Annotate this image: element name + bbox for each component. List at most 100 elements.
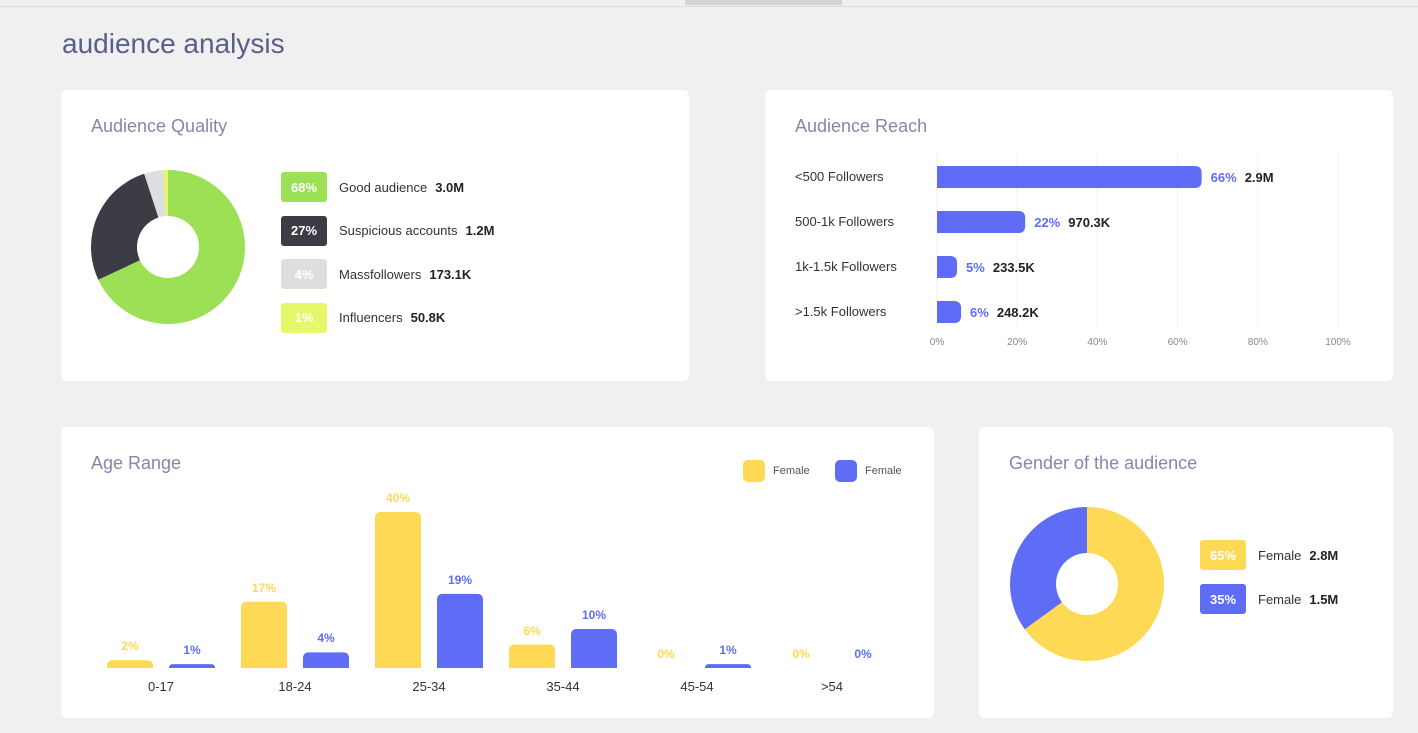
age-category-1824: 18-24 xyxy=(278,679,312,694)
reach-tick: 0% xyxy=(929,337,945,348)
reach-pct-gt1-5k: 6% xyxy=(970,305,989,320)
reach-category-1k-1-5k: 1k-1.5k Followers xyxy=(795,259,897,274)
gender-label-1: Female xyxy=(1258,591,1302,607)
age-bar-a-3[interactable] xyxy=(509,644,555,668)
reach-bar-1k-1-5k[interactable] xyxy=(937,256,958,278)
age-legend-series-a[interactable]: Female xyxy=(743,460,810,482)
gender-legend-item-0[interactable]: 65% Female 2.8M xyxy=(1200,540,1338,570)
quality-value-good-audience: 3.0M xyxy=(435,179,465,195)
quality-value-massfollowers: 173.1K xyxy=(429,266,472,282)
age-data-label-b-3: 10% xyxy=(581,608,607,622)
age-data-label-b-1: 4% xyxy=(317,631,335,646)
age-data-label-a-5: 0% xyxy=(792,647,810,661)
gender-value-0: 2.8M xyxy=(1309,547,1339,563)
quality-legend-massfollowers[interactable]: 4% Massfollowers 173.1K xyxy=(281,259,471,289)
age-data-label-a-1: 17% xyxy=(251,580,277,595)
gender-card: Gender of the audience 65% Female 2.8M 35% F… xyxy=(979,427,1393,718)
age-bar-b-1[interactable] xyxy=(303,652,349,668)
quality-badge-suspicious-accounts: 27% xyxy=(281,215,327,246)
quality-legend-influencers[interactable]: 1% Influencers 50.8K xyxy=(281,302,446,333)
gender-label-0: Female xyxy=(1258,547,1302,563)
age-data-label-a-3: 6% xyxy=(523,623,541,638)
gender-value-1: 1.5M xyxy=(1309,591,1339,607)
reach-data-label-lt500: 66% 2.9M xyxy=(1211,169,1274,187)
age-range-card: Age Range Female Female 0-17 2% 1% 18-24 17%… xyxy=(61,427,934,718)
quality-label-suspicious-accounts: Suspicious accounts xyxy=(339,223,458,238)
age-legend-label-b: Female xyxy=(865,465,902,477)
reach-tick: 60% xyxy=(1167,337,1188,348)
quality-legend-good-audience[interactable]: 68% Good audience 3.0M xyxy=(281,172,464,202)
top-tab-indicator xyxy=(685,0,842,5)
slice-female-a[interactable] xyxy=(1024,507,1164,661)
reach-data-label-500-1k: 22% 970.3K xyxy=(1034,214,1110,232)
reach-category-lt500: <500 Followers xyxy=(795,169,884,184)
age-bar-b-3[interactable] xyxy=(571,629,617,668)
gender-donut xyxy=(1010,507,1164,661)
age-data-label-a-2: 40% xyxy=(385,491,411,505)
age-legend-series-b[interactable]: Female xyxy=(835,460,902,482)
reach-bar-500-1k[interactable] xyxy=(937,211,1026,233)
age-data-label-b-4: 1% xyxy=(719,643,737,658)
gender-title: Gender of the audience xyxy=(1009,453,1198,473)
audience-quality-title: Audience Quality xyxy=(91,116,228,136)
age-data-label-a-0: 2% xyxy=(121,639,139,654)
age-range-title: Age Range xyxy=(91,453,182,473)
age-legend-label-a: Female xyxy=(773,465,810,477)
slice-female-b[interactable] xyxy=(1010,507,1087,630)
age-category-3544: 35-44 xyxy=(546,679,580,694)
reach-pct-500-1k: 22% xyxy=(1034,215,1061,230)
reach-value-500-1k: 970.3K xyxy=(1068,215,1111,230)
quality-label-influencers: Influencers xyxy=(339,310,403,325)
audience-reach-card: Audience Reach <500 Followers 66% 2.9M 500-… xyxy=(765,90,1393,381)
reach-bar-gt1-5k[interactable] xyxy=(937,301,962,323)
quality-value-suspicious-accounts: 1.2M xyxy=(465,223,495,238)
age-data-label-b-5: 0% xyxy=(854,647,872,661)
gender-badge-0: 65% xyxy=(1200,540,1246,570)
quality-legend-suspicious-accounts[interactable]: 27% Suspicious accounts 1.2M xyxy=(281,215,495,246)
audience-quality-donut xyxy=(90,170,246,324)
reach-tick: 100% xyxy=(1325,337,1351,348)
reach-tick: 40% xyxy=(1087,337,1108,348)
reach-data-label-1k-1-5k: 5% 233.5K xyxy=(966,259,1035,277)
gender-legend-item-1[interactable]: 35% Female 1.5M xyxy=(1200,584,1338,614)
quality-label-massfollowers: Massfollowers xyxy=(339,266,422,282)
reach-bar-lt500[interactable] xyxy=(937,166,1202,188)
top-divider xyxy=(0,6,1418,7)
reach-category-gt1-5k: >1.5k Followers xyxy=(795,304,887,319)
reach-tick: 20% xyxy=(1007,337,1028,348)
reach-pct-lt500: 66% xyxy=(1210,170,1237,185)
age-range-chart xyxy=(107,512,751,668)
reach-data-label-gt1-5k: 6% 248.2K xyxy=(970,304,1039,322)
quality-badge-massfollowers: 4% xyxy=(281,259,327,289)
age-bar-a-1[interactable] xyxy=(241,601,287,668)
audience-reach-chart xyxy=(936,152,1339,328)
age-data-label-a-4: 0% xyxy=(657,647,675,661)
gender-badge-1: 35% xyxy=(1200,584,1246,614)
quality-value-influencers: 50.8K xyxy=(410,310,446,325)
age-legend-swatch-blue xyxy=(835,460,857,482)
reach-value-1k-1-5k: 233.5K xyxy=(992,260,1035,275)
reach-pct-1k-1-5k: 5% xyxy=(966,260,985,275)
slice-good-audience[interactable] xyxy=(98,170,246,324)
age-bar-a-2[interactable] xyxy=(375,512,421,668)
audience-quality-card: Audience Quality 68% Good audience 3.0M 27%… xyxy=(61,90,689,381)
slice-suspicious-accounts[interactable] xyxy=(90,173,159,280)
page-title: audience analysis xyxy=(62,28,285,59)
age-bar-b-2[interactable] xyxy=(437,593,483,668)
age-bar-a-0[interactable] xyxy=(107,660,153,668)
age-bar-b-4[interactable] xyxy=(705,664,751,668)
audience-reach-title: Audience Reach xyxy=(795,116,928,136)
quality-badge-good-audience: 68% xyxy=(281,172,327,202)
age-category-017: 0-17 xyxy=(147,679,175,694)
quality-badge-influencers: 1% xyxy=(281,302,327,333)
age-category-4554: 45-54 xyxy=(680,679,714,694)
age-bar-b-0[interactable] xyxy=(169,664,215,668)
reach-category-500-1k: 500-1k Followers xyxy=(795,214,894,229)
age-category-2534: 25-34 xyxy=(412,679,446,694)
slice-influencers[interactable] xyxy=(163,170,168,217)
reach-value-gt1-5k: 248.2K xyxy=(996,305,1039,320)
slice-massfollowers[interactable] xyxy=(144,170,167,218)
age-data-label-b-2: 19% xyxy=(447,572,473,587)
age-legend-swatch-yellow xyxy=(743,460,765,482)
age-data-label-b-0: 1% xyxy=(183,643,201,658)
